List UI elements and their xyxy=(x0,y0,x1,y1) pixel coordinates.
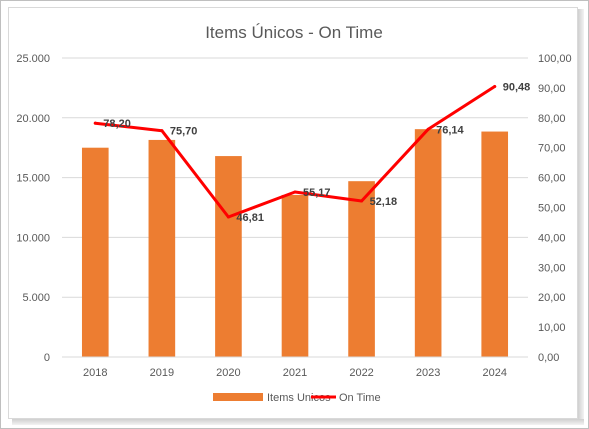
category-label: 2023 xyxy=(416,367,440,379)
bar-2021 xyxy=(281,194,309,357)
secondary-tick-label: 30,00 xyxy=(538,262,566,274)
primary-tick-label: 20.000 xyxy=(16,113,50,125)
secondary-tick-label: 80,00 xyxy=(538,113,566,125)
on-time-point xyxy=(426,127,430,131)
on-time-point xyxy=(226,215,230,219)
secondary-tick-label: 50,00 xyxy=(538,203,566,215)
chart-title: Items Únicos - On Time xyxy=(205,23,383,42)
on-time-point xyxy=(160,129,164,133)
primary-tick-label: 15.000 xyxy=(16,173,50,185)
data-label: 75,70 xyxy=(170,126,198,138)
line-series xyxy=(93,84,497,219)
category-label: 2018 xyxy=(83,367,107,379)
secondary-tick-label: 10,00 xyxy=(538,322,566,334)
primary-tick-label: 25.000 xyxy=(16,53,50,65)
primary-tick-label: 0 xyxy=(44,352,50,364)
data-label: 52,18 xyxy=(370,196,398,208)
data-label: 46,81 xyxy=(236,212,264,224)
category-label: 2019 xyxy=(150,367,174,379)
data-labels: 78,20 75,70 46,81 55,17 52,18 76,14 90,48 xyxy=(103,81,530,224)
chart-area-border xyxy=(8,7,578,419)
data-label: 55,17 xyxy=(303,187,331,199)
data-label: 90,48 xyxy=(503,81,531,93)
legend-swatch-bar xyxy=(213,393,263,401)
secondary-tick-label: 40,00 xyxy=(538,232,566,244)
on-time-point xyxy=(293,190,297,194)
category-axis-ticks: 2018 2019 2020 2021 2022 2023 2024 xyxy=(83,367,507,379)
bar-2019 xyxy=(148,139,176,357)
secondary-axis-ticks: 0,00 10,00 20,00 30,00 40,00 50,00 60,00 70,00 8… xyxy=(538,53,572,364)
secondary-tick-label: 0,00 xyxy=(538,352,559,364)
primary-tick-label: 5.000 xyxy=(22,292,50,304)
secondary-tick-label: 70,00 xyxy=(538,143,566,155)
legend-label: On Time xyxy=(339,392,381,404)
secondary-tick-label: 90,00 xyxy=(538,83,566,95)
bar-series xyxy=(81,129,509,357)
frame-shadow-right xyxy=(578,9,584,423)
bar-2020 xyxy=(215,156,242,357)
category-label: 2021 xyxy=(283,367,307,379)
bar-2022 xyxy=(348,181,375,357)
frame-shadow-bottom xyxy=(12,419,584,425)
primary-axis-ticks: 0 5.000 10.000 15.000 20.000 25.000 xyxy=(16,53,50,364)
category-label: 2020 xyxy=(216,367,240,379)
bar-2018 xyxy=(81,147,109,357)
primary-tick-label: 10.000 xyxy=(16,232,50,244)
bar-2024 xyxy=(481,131,509,357)
on-time-point xyxy=(93,121,97,125)
secondary-tick-label: 100,00 xyxy=(538,53,572,65)
secondary-tick-label: 60,00 xyxy=(538,173,566,185)
bar-2023 xyxy=(414,129,442,357)
category-label: 2024 xyxy=(482,367,506,379)
on-time-point xyxy=(493,84,497,88)
category-label: 2022 xyxy=(349,367,373,379)
data-label: 78,20 xyxy=(103,118,131,130)
legend-label: Items Unicos xyxy=(267,392,331,404)
legend: Items Unicos On Time xyxy=(213,392,381,404)
data-label: 76,14 xyxy=(436,124,464,136)
secondary-tick-label: 20,00 xyxy=(538,292,566,304)
on-time-point xyxy=(360,199,364,203)
